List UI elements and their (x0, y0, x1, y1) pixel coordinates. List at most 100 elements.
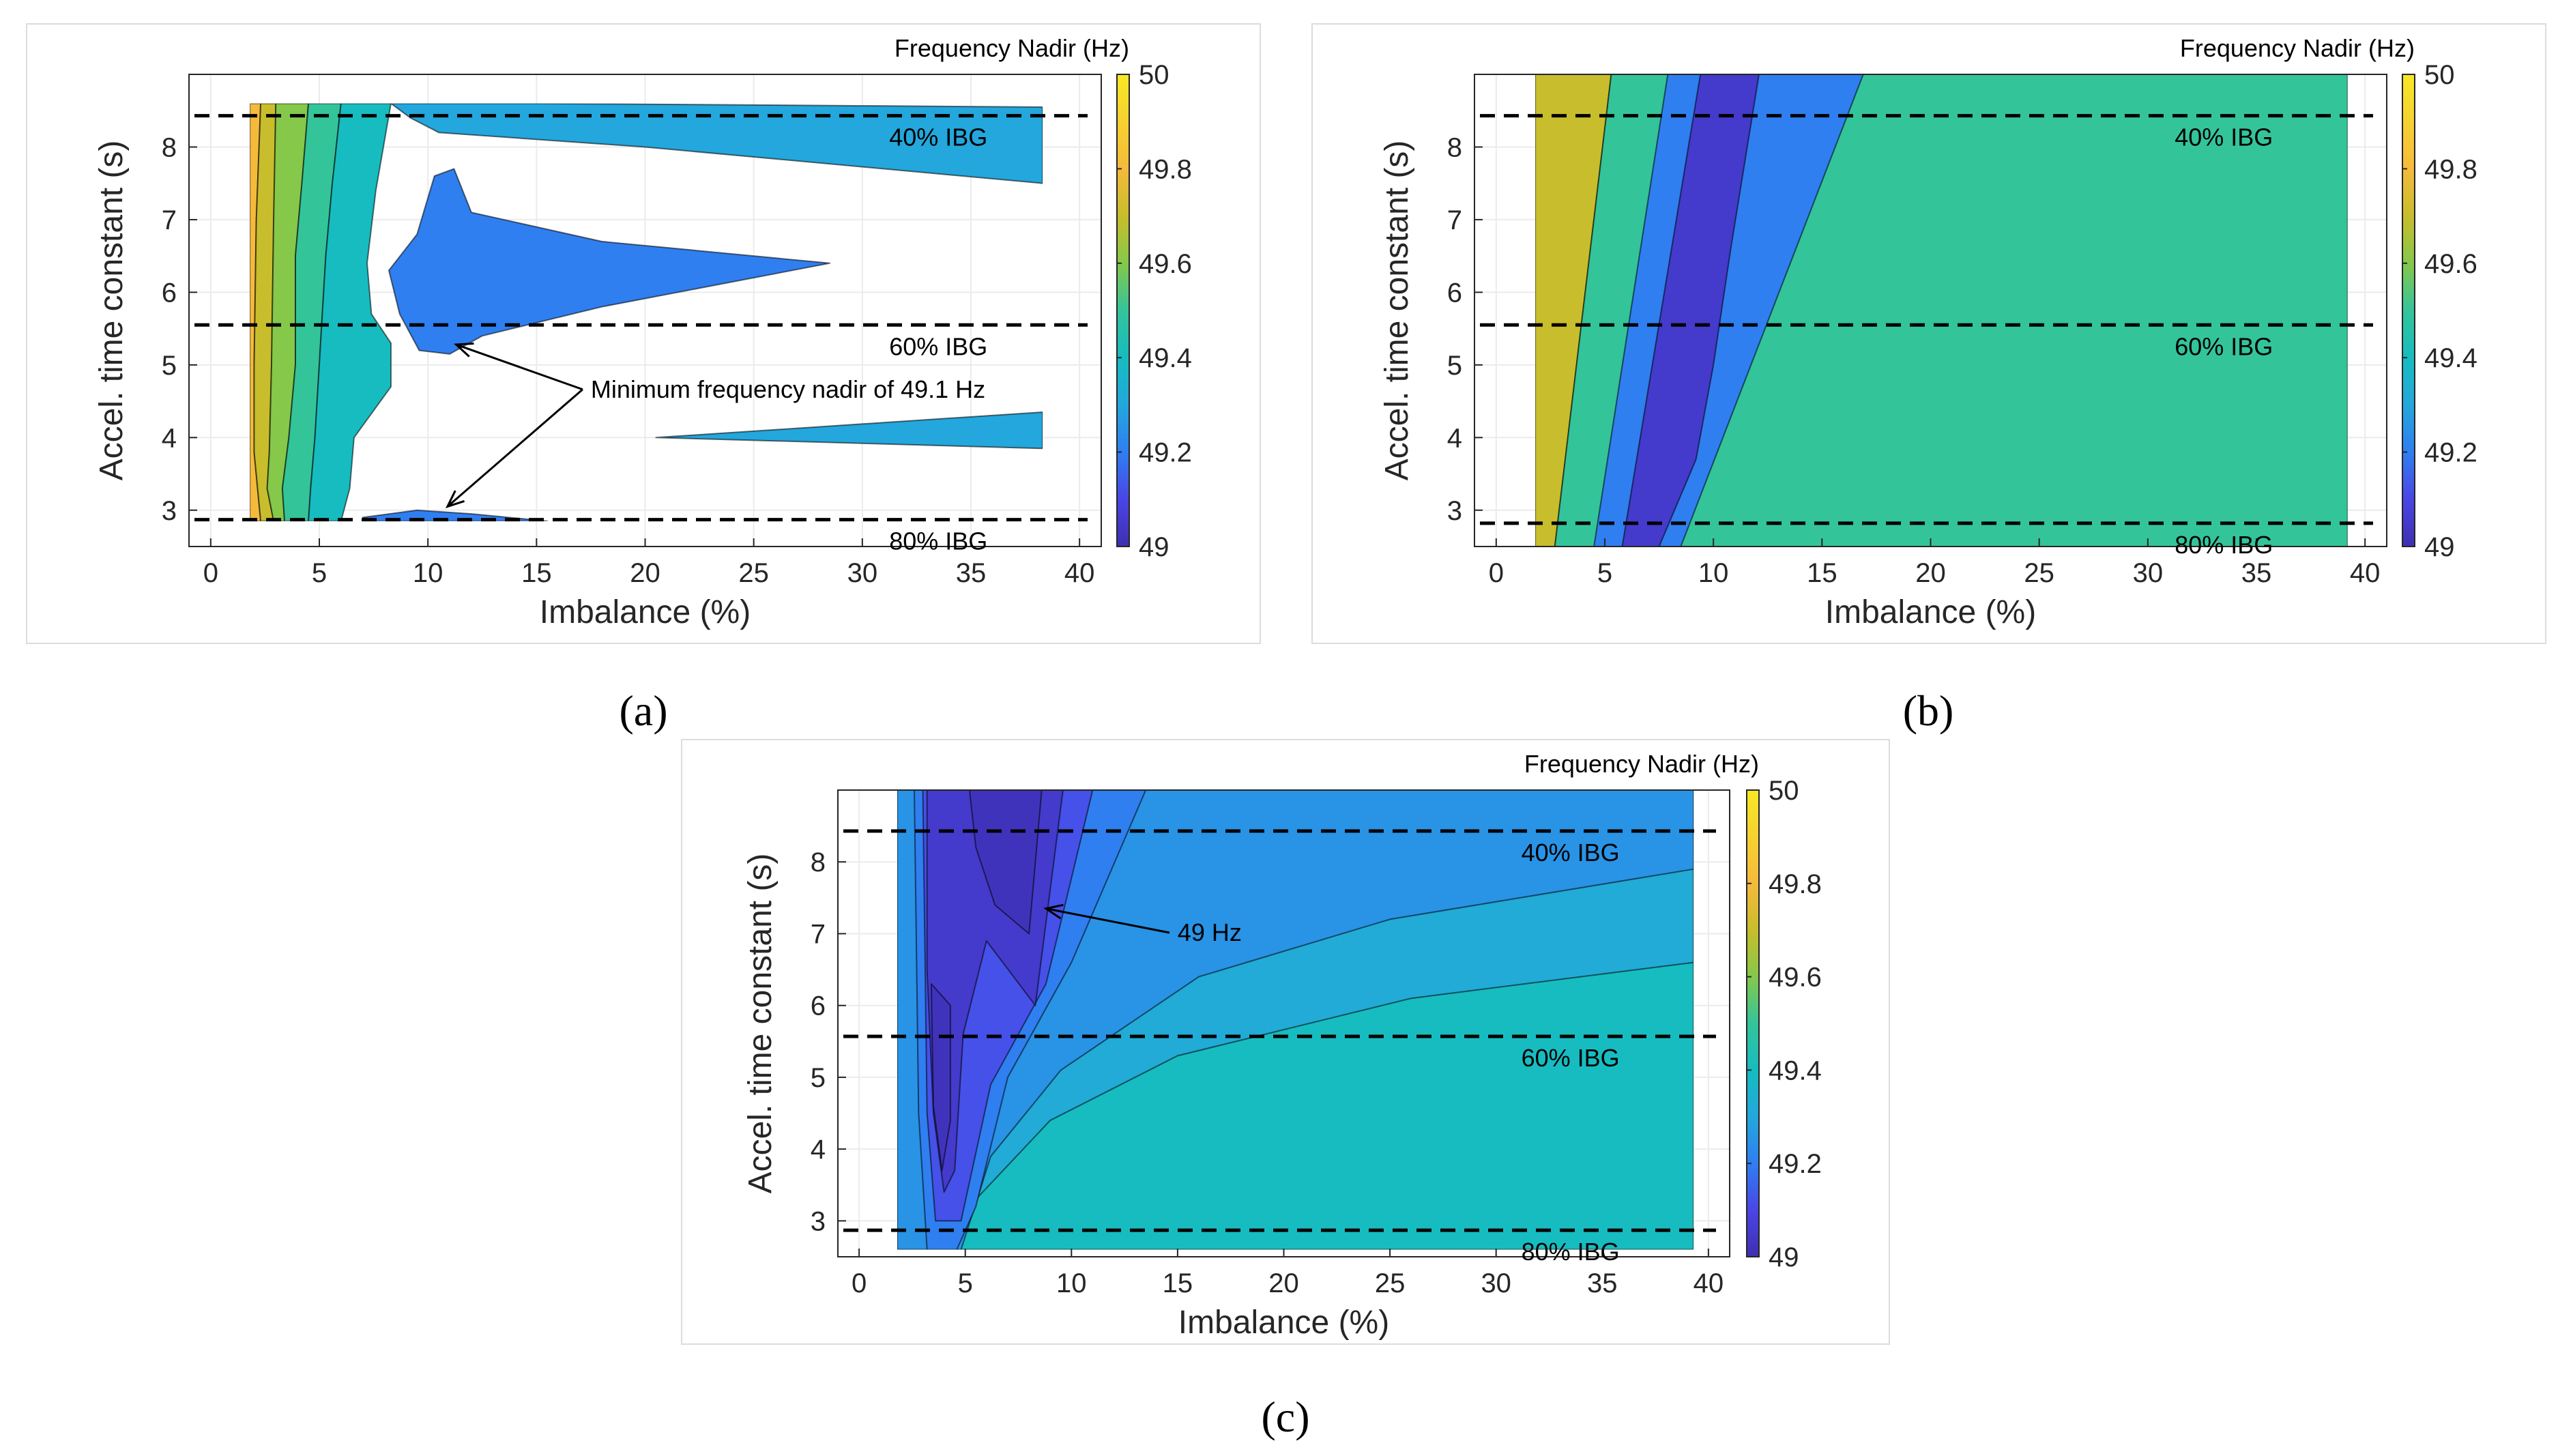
x-tick-label: 40 (1064, 558, 1095, 588)
colorbar-tick-label: 49.4 (1139, 343, 1192, 373)
annotation-arrow (456, 343, 583, 391)
chart-panel-a: 0 5 10 15 20 25 30 35 40 3 4 5 6 7 8 Imbalance (%) Accel… (26, 23, 1261, 644)
x-tick-label: 30 (1481, 1268, 1511, 1298)
colorbar-tick-label: 50 (1769, 776, 1799, 806)
y-tick-label: 6 (1447, 278, 1462, 308)
x-tick-label: 5 (312, 558, 327, 588)
colorbar-title: Frequency Nadir (Hz) (1524, 750, 1759, 778)
contour-band (1621, 74, 1760, 547)
contour-bands (250, 103, 1043, 521)
contour-band (390, 103, 1043, 184)
annotation-arrowhead (1043, 903, 1064, 920)
y-tick-label: 7 (1447, 205, 1462, 235)
contour-band (655, 411, 1043, 450)
y-tick-label: 8 (811, 847, 826, 877)
x-tick-label: 25 (1375, 1268, 1406, 1298)
x-tick-label: 10 (413, 558, 444, 588)
x-tick-label: 10 (1056, 1268, 1087, 1298)
y-tick-label: 3 (1447, 496, 1462, 526)
x-axis-label: Imbalance (%) (1178, 1305, 1389, 1341)
x-tick-label: 15 (1163, 1268, 1193, 1298)
colorbar-tick-label: 49.2 (1139, 438, 1192, 468)
y-axis-label: Accel. time constant (s) (1379, 141, 1415, 481)
x-tick-label: 0 (852, 1268, 867, 1298)
colorbar-tick-label: 49.6 (1769, 963, 1822, 993)
x-tick-label: 35 (2241, 558, 2272, 588)
y-tick-label: 3 (811, 1206, 826, 1236)
colorbar-tick-label: 49 (1769, 1242, 1799, 1272)
ibg-reference-label: 60% IBG (889, 332, 987, 360)
x-tick-label: 25 (2024, 558, 2054, 588)
x-tick-label: 35 (956, 558, 987, 588)
ibg-reference-label: 40% IBG (1522, 839, 1620, 867)
x-tick-label: 40 (1693, 1268, 1724, 1298)
y-tick-label: 7 (162, 205, 177, 235)
annotation-text: 49 Hz (1178, 918, 1242, 946)
x-tick-label: 5 (1597, 558, 1612, 588)
x-tick-label: 10 (1698, 558, 1729, 588)
y-tick-label: 3 (162, 496, 177, 526)
chart-c-svg: 0 5 10 15 20 25 30 35 40 3 4 5 6 7 8 Imbalance (%) Accel… (742, 750, 1822, 1341)
y-tick-label: 6 (811, 991, 826, 1021)
colorbar-tick-label: 49 (2424, 532, 2455, 562)
colorbar-tick-label: 49.2 (2424, 438, 2477, 468)
colorbar-tick-label: 49.4 (1769, 1055, 1822, 1086)
colorbar-tick-label: 50 (2424, 60, 2455, 90)
colorbar-tick-label: 50 (1139, 60, 1169, 90)
x-tick-label: 20 (1268, 1268, 1299, 1298)
y-tick-label: 4 (811, 1135, 826, 1165)
chart-a-svg: 0 5 10 15 20 25 30 35 40 3 4 5 6 7 8 Imbalance (%) Accel… (93, 34, 1192, 630)
x-axis-label: Imbalance (%) (540, 594, 751, 630)
y-axis-label: Accel. time constant (s) (93, 141, 130, 481)
figure-label-a: (a) (619, 686, 668, 735)
y-tick-label: 8 (162, 132, 177, 162)
colorbar-tick-label: 49.8 (1769, 869, 1822, 899)
chart-panel-c: 0 5 10 15 20 25 30 35 40 3 4 5 6 7 8 Imbalance (%) Accel… (681, 739, 1890, 1345)
ibg-reference-label: 60% IBG (2175, 332, 2273, 360)
colorbar-title: Frequency Nadir (Hz) (895, 34, 1129, 62)
x-tick-label: 15 (1807, 558, 1837, 588)
annotation-arrow (446, 388, 583, 508)
figure-label-c: (c) (1261, 1393, 1310, 1441)
figure-label-b: (b) (1902, 686, 1954, 735)
y-tick-label: 4 (1447, 423, 1462, 453)
x-tick-label: 30 (847, 558, 878, 588)
x-tick-label: 40 (2350, 558, 2381, 588)
contour-band (930, 983, 951, 1171)
y-tick-label: 8 (1447, 132, 1462, 162)
annotation-arrow (1045, 907, 1170, 934)
annotation-text: Minimum frequency nadir of 49.1 Hz (591, 375, 985, 403)
ibg-reference-label: 40% IBG (889, 123, 987, 151)
x-tick-label: 5 (958, 1268, 973, 1298)
x-tick-label: 15 (521, 558, 552, 588)
y-tick-label: 7 (811, 919, 826, 949)
colorbar-tick-label: 49.8 (1139, 154, 1192, 184)
ibg-reference-label: 80% IBG (1522, 1238, 1620, 1266)
chart-panel-b: 0 5 10 15 20 25 30 35 40 3 4 5 6 7 8 Imbalance (%) Accel… (1311, 23, 2546, 644)
y-tick-label: 5 (811, 1063, 826, 1093)
ibg-reference-label: 80% IBG (889, 527, 987, 555)
colorbar-tick-label: 49.6 (1139, 249, 1192, 279)
x-tick-label: 0 (203, 558, 218, 588)
contour-band (1535, 74, 1612, 547)
contour-bands (897, 790, 1694, 1250)
colorbar-tick-label: 49.6 (2424, 249, 2477, 279)
chart-b-svg: 0 5 10 15 20 25 30 35 40 3 4 5 6 7 8 Imbalance (%) Accel… (1379, 34, 2477, 630)
annotation-arrowhead (453, 342, 474, 358)
ibg-reference-label: 80% IBG (2175, 531, 2273, 559)
y-tick-label: 5 (1447, 351, 1462, 381)
colorbar-tick-label: 49 (1139, 532, 1169, 562)
ibg-reference-label: 40% IBG (2175, 123, 2273, 151)
x-tick-label: 0 (1489, 558, 1504, 588)
colorbar (2402, 74, 2415, 547)
contour-band (308, 103, 392, 521)
y-axis-label: Accel. time constant (s) (742, 854, 779, 1194)
x-axis-label: Imbalance (%) (1825, 594, 2036, 630)
colorbar (1116, 74, 1130, 547)
x-tick-label: 25 (738, 558, 769, 588)
x-tick-label: 35 (1587, 1268, 1618, 1298)
annotation-arrowhead (445, 490, 465, 508)
contour-band (388, 168, 831, 355)
y-tick-label: 5 (162, 351, 177, 381)
colorbar-tick-label: 49.2 (1769, 1149, 1822, 1179)
